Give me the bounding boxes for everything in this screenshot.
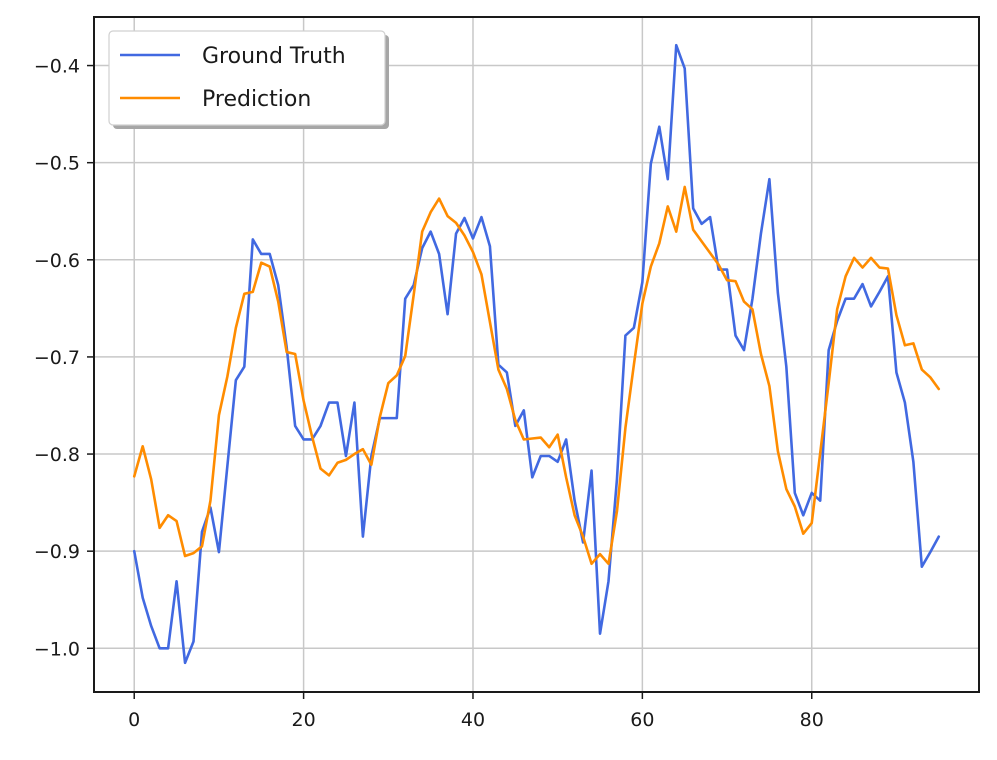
ground-truth-line xyxy=(132,43,941,665)
x-tick-label: 20 xyxy=(292,709,316,731)
axis-ticks: 0 20 40 60 80 −1.0 −0.9 −0.8 −0.7 −0.6 −0.5 −0.4 xyxy=(34,56,824,731)
prediction-line xyxy=(132,185,941,566)
legend: Ground Truth Prediction xyxy=(108,30,389,129)
y-tick-label: −1.0 xyxy=(34,638,80,660)
grid-lines xyxy=(94,17,979,692)
y-tick-label: −0.5 xyxy=(34,153,80,175)
y-tick-label: −0.4 xyxy=(34,56,80,78)
y-tick-label: −0.9 xyxy=(34,541,80,563)
y-tick-label: −0.6 xyxy=(34,250,80,272)
x-tick-label: 60 xyxy=(630,709,654,731)
series-layer xyxy=(132,43,941,665)
x-tick-label: 0 xyxy=(128,709,140,731)
y-tick-label: −0.8 xyxy=(34,444,80,466)
x-tick-label: 40 xyxy=(461,709,485,731)
prediction-series xyxy=(132,185,941,566)
ground-truth-series xyxy=(132,43,941,665)
y-tick-label: −0.7 xyxy=(34,347,80,369)
legend-label-prediction: Prediction xyxy=(202,87,311,112)
legend-label-ground-truth: Ground Truth xyxy=(202,44,346,69)
x-tick-label: 80 xyxy=(800,709,824,731)
plot-frame xyxy=(93,16,980,693)
